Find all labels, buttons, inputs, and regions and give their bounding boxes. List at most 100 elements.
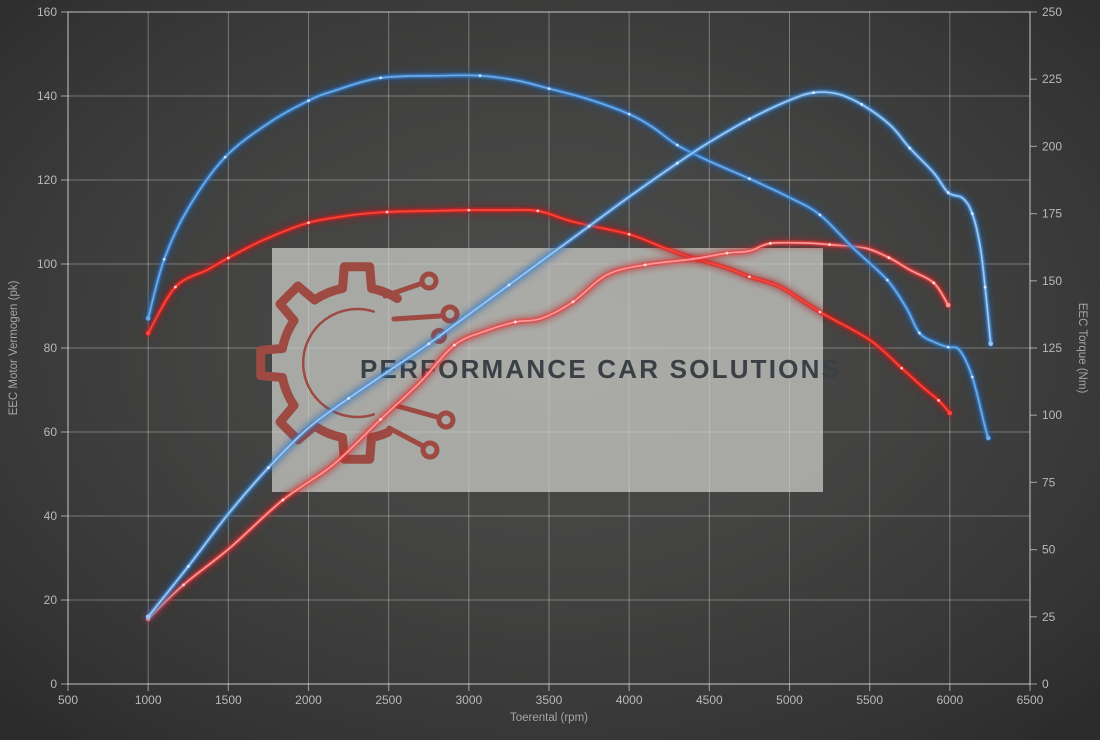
red-power-marker [725,251,729,255]
x-tick-label: 3000 [455,693,482,707]
left-tick-label: 80 [44,341,58,355]
blue-power-core [147,91,992,618]
red-torque-marker [536,209,540,213]
right-tick-label: 75 [1042,475,1056,489]
x-tick-label: 2500 [375,693,402,707]
blue-power-marker [908,146,912,150]
blue-torque-marker [379,76,383,80]
right-tick-label: 250 [1042,5,1062,19]
red-torque-marker [174,285,177,289]
blue-power-marker [186,565,190,568]
red-torque-marker [937,399,941,402]
blue-power-marker [748,117,751,121]
left-tick-label: 0 [50,677,57,691]
blue-power-start-point [145,614,151,620]
right-axis-title: EEC Torque (Nm) [1076,303,1088,394]
watermark-box [272,248,823,492]
blue-torque-marker [917,331,921,335]
red-torque-marker [467,208,471,212]
blue-power-marker [427,342,431,346]
blue-power-marker [812,91,815,95]
red-power-marker [379,418,383,421]
blue-torque-marker [748,177,751,181]
series-blue-power [143,87,996,622]
right-tick-label: 25 [1042,610,1056,624]
blue-power-marker [347,397,350,400]
blue-torque-marker [946,345,950,349]
blue-torque-marker [223,155,227,159]
x-tick-label: 1000 [135,693,162,707]
blue-power-end-point [988,341,994,347]
right-tick-label: 150 [1042,274,1062,288]
blue-torque-marker [162,257,166,261]
red-power-marker [513,320,517,324]
blue-power-marker [507,283,511,287]
left-tick-label: 40 [44,509,58,523]
red-power-marker [571,300,575,304]
left-tick-label: 20 [44,593,58,607]
x-tick-label: 3500 [536,693,563,707]
x-tick-label: 6000 [936,693,963,707]
red-torque-marker [748,275,751,279]
x-axis-title: Toerental (rpm) [510,712,588,724]
red-torque-end-point [947,410,953,416]
red-torque-marker [385,210,389,214]
red-power-marker [281,498,285,502]
red-power-marker [887,256,891,260]
blue-power-marker [675,161,679,165]
right-tick-label: 225 [1042,72,1062,86]
watermark: PERFORMANCE CAR SOLUTIONS [256,248,839,492]
x-tick-label: 5000 [776,693,803,707]
red-torque-marker [307,221,310,225]
right-tick-label: 100 [1042,408,1062,422]
blue-power-marker [946,191,950,195]
left-tick-label: 120 [37,173,57,187]
blue-torque-marker [478,74,482,78]
blue-torque-start-point [145,316,151,321]
series-red-torque [143,204,955,418]
blue-power-marker [587,224,591,228]
right-tick-label: 200 [1042,139,1062,153]
x-tick-label: 2000 [295,693,322,707]
left-tick-label: 60 [44,425,58,439]
x-tick-label: 500 [58,693,78,707]
right-tick-label: 125 [1042,341,1062,355]
red-power-marker [932,281,936,285]
blue-torque-marker [307,99,310,103]
red-torque-core [147,208,951,414]
blue-torque-marker [818,213,822,217]
left-axis-title: EEC Motor Vermogen (pk) [8,280,20,415]
red-power-marker [182,583,185,587]
right-tick-label: 50 [1042,543,1056,557]
red-power-marker [453,343,456,347]
x-tick-label: 4000 [616,693,643,707]
plot-border [67,11,1031,685]
right-tick-label: 175 [1042,207,1062,221]
gear-inner-circle [301,307,375,419]
red-torque-marker [818,310,822,314]
axes-spines [61,11,1037,691]
red-torque-marker [627,232,631,236]
blue-power-marker [983,285,987,289]
x-tick-label: 5500 [856,693,883,707]
red-power-marker [828,243,831,247]
red-power-marker [768,242,772,245]
gear-outline [256,262,402,464]
tick-labels: 0 20 40 60 80 100 120 140 160 0 25 50 75 100 125 150 175… [37,5,1062,707]
x-tick-label: 6500 [1017,693,1044,707]
blue-power-marker [267,466,270,470]
blue-torque-marker [675,143,679,147]
blue-torque-marker [627,112,631,116]
red-torque-start-point [145,330,151,336]
red-torque-marker [226,256,230,260]
blue-torque-core [147,74,990,439]
red-power-marker [643,263,647,267]
series-red-power [143,237,954,624]
blue-torque-marker [547,87,551,91]
x-tick-label: 1500 [215,693,242,707]
red-torque-marker [900,366,904,370]
left-tick-label: 100 [37,257,57,271]
series-blue-torque [143,70,994,443]
